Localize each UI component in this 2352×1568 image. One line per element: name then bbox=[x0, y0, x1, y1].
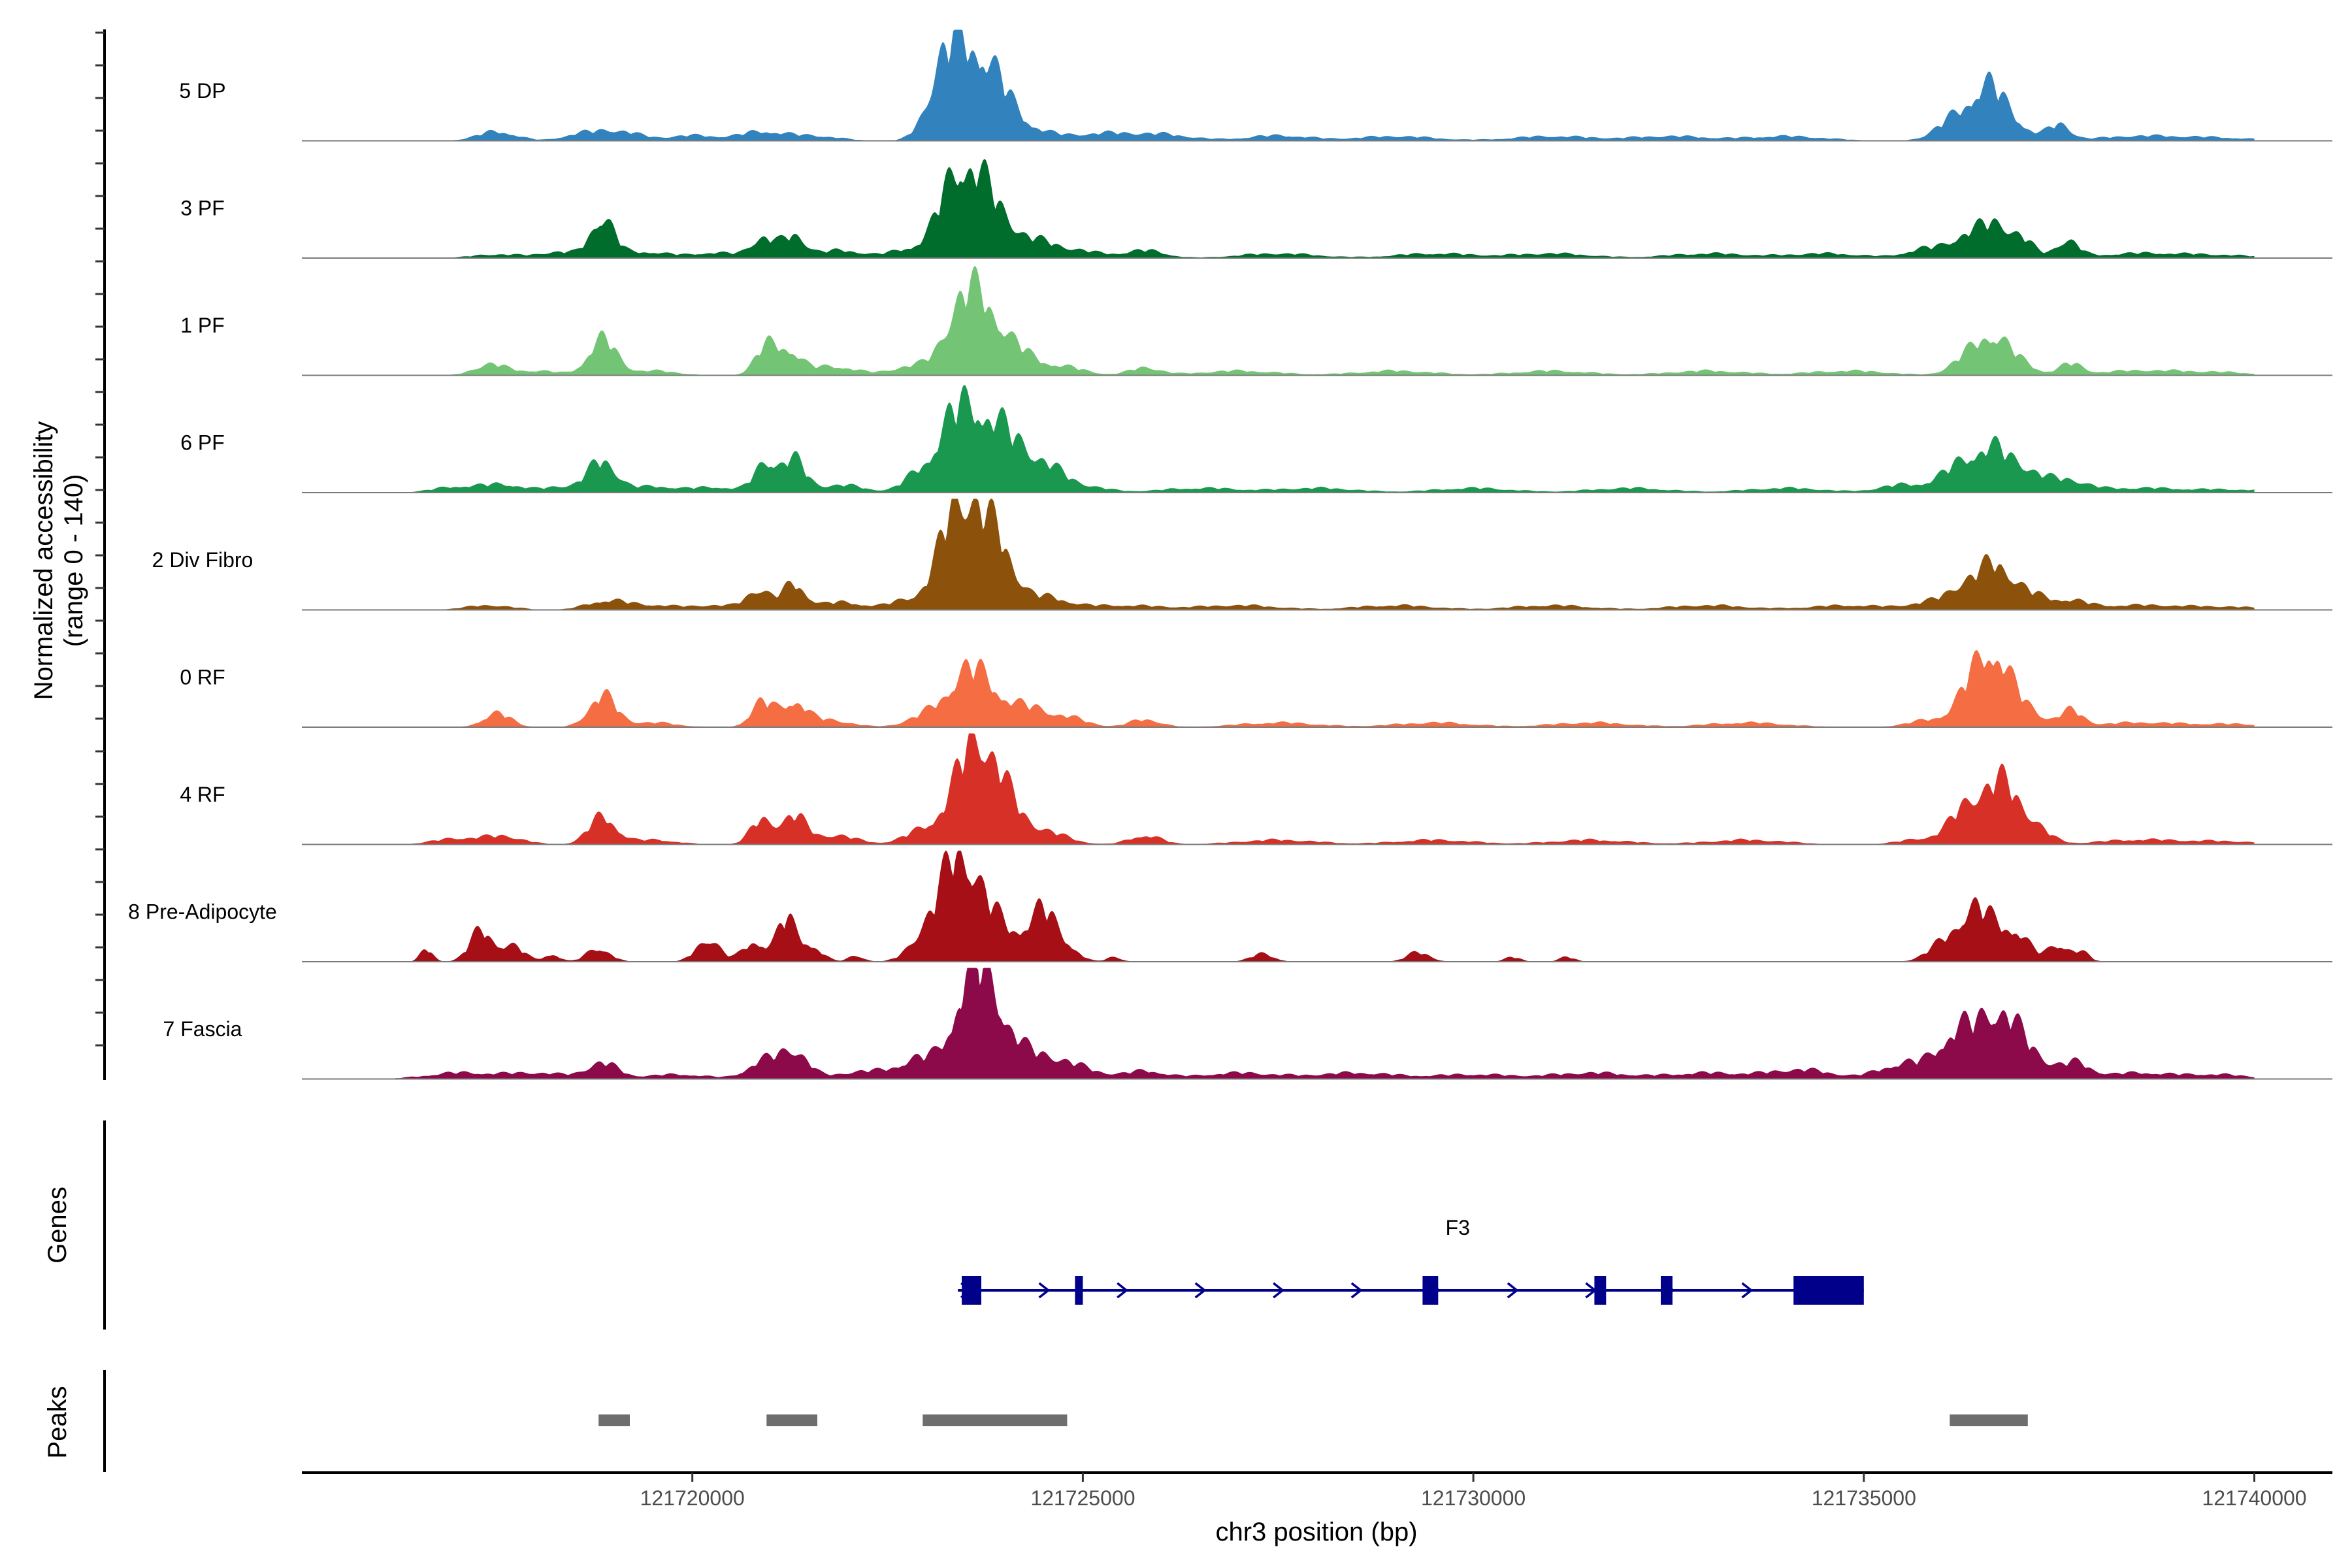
peak-region bbox=[923, 1414, 1068, 1426]
exon bbox=[962, 1276, 981, 1305]
track-label: 8 Pre-Adipocyte bbox=[128, 900, 277, 924]
coverage-area bbox=[395, 384, 2255, 493]
track-label: 6 PF bbox=[180, 431, 225, 455]
coverage-area bbox=[395, 851, 2255, 962]
track-label: 1 PF bbox=[180, 314, 225, 337]
coverage-y-axis bbox=[95, 29, 106, 1080]
track-label: 2 Div Fibro bbox=[152, 548, 253, 572]
peak-regions bbox=[598, 1414, 2028, 1426]
x-axis-ticks: 121720000 121725000 121730000 121735000 1217… bbox=[640, 1473, 2307, 1510]
track-8-pre-adipocyte: 8 Pre-Adipocyte bbox=[128, 851, 2332, 962]
track-7-fascia: 7 Fascia bbox=[163, 968, 2332, 1080]
y-axis-title: Normalized accessibility (range 0 - 140) bbox=[29, 421, 88, 700]
track-1-pf: 1 PF bbox=[180, 265, 2332, 376]
coverage-area bbox=[395, 265, 2255, 376]
coverage-area bbox=[395, 498, 2255, 610]
peak-region bbox=[598, 1414, 630, 1426]
track-label: 4 RF bbox=[180, 783, 225, 806]
track-6-pf: 6 PF bbox=[180, 384, 2332, 493]
track-0-rf: 0 RF bbox=[180, 649, 2332, 728]
y-axis-title-line-2: (range 0 - 140) bbox=[59, 474, 88, 647]
strand-arrow bbox=[1741, 1282, 1754, 1299]
strand-arrow bbox=[1273, 1282, 1285, 1299]
exon bbox=[1793, 1276, 1864, 1305]
track-2-div-fibro: 2 Div Fibro bbox=[152, 498, 2332, 611]
coverage-area bbox=[395, 29, 2255, 141]
gene-model: F3 bbox=[958, 1216, 1864, 1305]
exon bbox=[1422, 1276, 1439, 1305]
exon bbox=[1075, 1276, 1083, 1305]
track-label: 5 DP bbox=[179, 79, 225, 103]
x-tick-label: 121725000 bbox=[1030, 1486, 1135, 1510]
track-label: 7 Fascia bbox=[163, 1017, 242, 1041]
strand-arrow bbox=[1350, 1282, 1363, 1299]
coverage-area bbox=[395, 733, 2255, 845]
peak-region bbox=[1950, 1414, 2028, 1426]
strand-arrow bbox=[1507, 1282, 1519, 1299]
genes-track-title: Genes bbox=[43, 1186, 72, 1264]
x-tick-label: 121740000 bbox=[2202, 1486, 2306, 1510]
genes-label: Genes bbox=[43, 1186, 72, 1264]
gene-name: F3 bbox=[1446, 1216, 1470, 1239]
peaks-track-title: Peaks bbox=[43, 1386, 72, 1458]
peaks-label: Peaks bbox=[43, 1386, 72, 1458]
coverage-area bbox=[395, 968, 2255, 1079]
strand-arrow bbox=[1194, 1282, 1207, 1299]
x-axis-title: chr3 position (bp) bbox=[1215, 1518, 1417, 1546]
exon bbox=[1661, 1276, 1673, 1305]
exon bbox=[1594, 1276, 1607, 1305]
y-axis-title-line-1: Normalized accessibility bbox=[29, 421, 58, 700]
x-tick-label: 121720000 bbox=[640, 1486, 745, 1510]
track-label: 3 PF bbox=[180, 197, 225, 220]
track-5-dp: 5 DP bbox=[179, 29, 2332, 142]
peak-region bbox=[766, 1414, 817, 1426]
track-3-pf: 3 PF bbox=[180, 159, 2332, 259]
track-label: 0 RF bbox=[180, 666, 225, 689]
x-tick-label: 121730000 bbox=[1421, 1486, 1526, 1510]
coverage-area bbox=[395, 159, 2255, 258]
strand-arrow bbox=[1117, 1282, 1129, 1299]
strand-arrow bbox=[1038, 1282, 1051, 1299]
coverage-area bbox=[395, 649, 2255, 727]
coverage-tracks: 5 DP 3 PF 1 PF 6 PF 2 Div Fibro 0 RF 4 RF 8 Pre… bbox=[128, 29, 2332, 1080]
track-4-rf: 4 RF bbox=[180, 733, 2332, 845]
x-tick-label: 121735000 bbox=[1812, 1486, 1916, 1510]
